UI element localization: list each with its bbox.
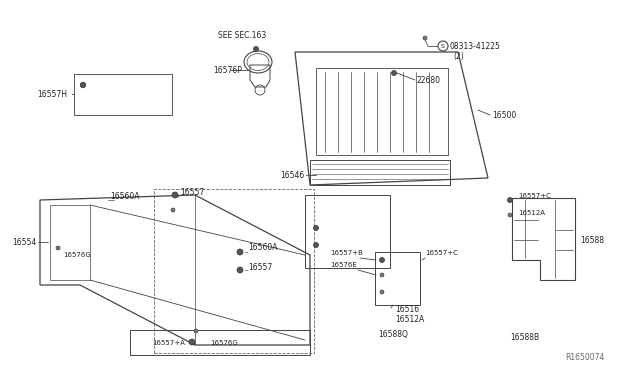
Text: 16557+C: 16557+C <box>518 193 551 199</box>
Circle shape <box>380 257 385 263</box>
Circle shape <box>392 71 397 76</box>
Text: 16500: 16500 <box>492 110 516 119</box>
Circle shape <box>314 243 319 247</box>
Text: 16557+B: 16557+B <box>330 250 363 256</box>
Circle shape <box>56 246 60 250</box>
Text: 08313-41225: 08313-41225 <box>450 42 501 51</box>
Text: 16557: 16557 <box>180 187 204 196</box>
Circle shape <box>172 192 178 198</box>
Text: B: B <box>77 96 83 106</box>
Text: 16560A: 16560A <box>110 192 140 201</box>
Text: 16576P: 16576P <box>213 65 242 74</box>
Text: S: S <box>441 44 445 48</box>
Text: 16512A: 16512A <box>395 315 424 324</box>
Text: 16516: 16516 <box>395 305 419 314</box>
Circle shape <box>189 339 195 345</box>
Circle shape <box>314 225 319 231</box>
Text: 16546: 16546 <box>280 170 304 180</box>
Circle shape <box>237 249 243 255</box>
Text: 16557+C: 16557+C <box>425 250 458 256</box>
Text: 22680: 22680 <box>417 76 441 84</box>
Text: SEE SEC.163: SEE SEC.163 <box>218 31 266 39</box>
Circle shape <box>80 82 86 88</box>
Text: 16554: 16554 <box>12 237 36 247</box>
Circle shape <box>237 267 243 273</box>
Text: 16557: 16557 <box>248 263 272 273</box>
Text: 16576E: 16576E <box>330 262 356 268</box>
Circle shape <box>171 208 175 212</box>
Text: 16557: 16557 <box>105 80 129 90</box>
Circle shape <box>253 46 259 51</box>
Text: 16588B: 16588B <box>510 334 539 343</box>
Text: 16588: 16588 <box>580 235 604 244</box>
Text: 16576G: 16576G <box>210 340 237 346</box>
Text: 16588Q: 16588Q <box>378 330 408 340</box>
Text: 16560A: 16560A <box>248 244 278 253</box>
Circle shape <box>380 273 384 277</box>
Text: 16576G: 16576G <box>105 96 135 106</box>
Text: R1650074: R1650074 <box>565 353 604 362</box>
Text: 16557+A: 16557+A <box>152 340 185 346</box>
Text: 16576G: 16576G <box>63 252 91 258</box>
Text: 16512A: 16512A <box>518 210 545 216</box>
Circle shape <box>423 36 427 40</box>
Text: 16557H: 16557H <box>37 90 67 99</box>
Circle shape <box>508 213 512 217</box>
FancyBboxPatch shape <box>74 74 172 115</box>
Text: (2): (2) <box>453 51 464 61</box>
Circle shape <box>508 198 513 202</box>
Circle shape <box>380 290 384 294</box>
Circle shape <box>194 329 198 333</box>
